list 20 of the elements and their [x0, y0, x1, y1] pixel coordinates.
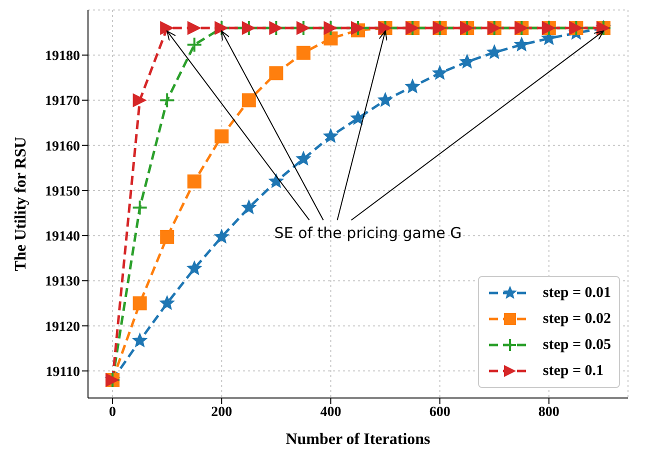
annotation: SE of the pricing game G	[274, 224, 462, 242]
legend-label: step = 0.05	[542, 336, 611, 354]
x-tick-label: 800	[538, 404, 560, 420]
x-axis-title: Number of Iterations	[286, 431, 430, 448]
x-tick-label: 600	[429, 404, 450, 420]
legend-label: step = 0.02	[542, 310, 611, 328]
x-tick-label: 0	[109, 404, 116, 420]
x-tick-label: 200	[211, 404, 232, 420]
x-tick-label: 400	[320, 404, 342, 420]
y-tick-label: 19120	[45, 320, 80, 335]
y-axis-title: The Utility for RSU	[12, 136, 30, 272]
y-tick-label: 19140	[45, 230, 80, 245]
y-tick-label: 19130	[45, 274, 80, 290]
legend-label: step = 0.1	[542, 362, 604, 380]
y-tick-label: 19180	[45, 49, 80, 64]
legend-label: step = 0.01	[542, 284, 611, 302]
y-tick-label: 19110	[46, 364, 80, 380]
y-tick-label: 19160	[45, 139, 80, 154]
y-tick-label: 19150	[45, 184, 80, 200]
y-tick-label: 19170	[45, 94, 80, 110]
